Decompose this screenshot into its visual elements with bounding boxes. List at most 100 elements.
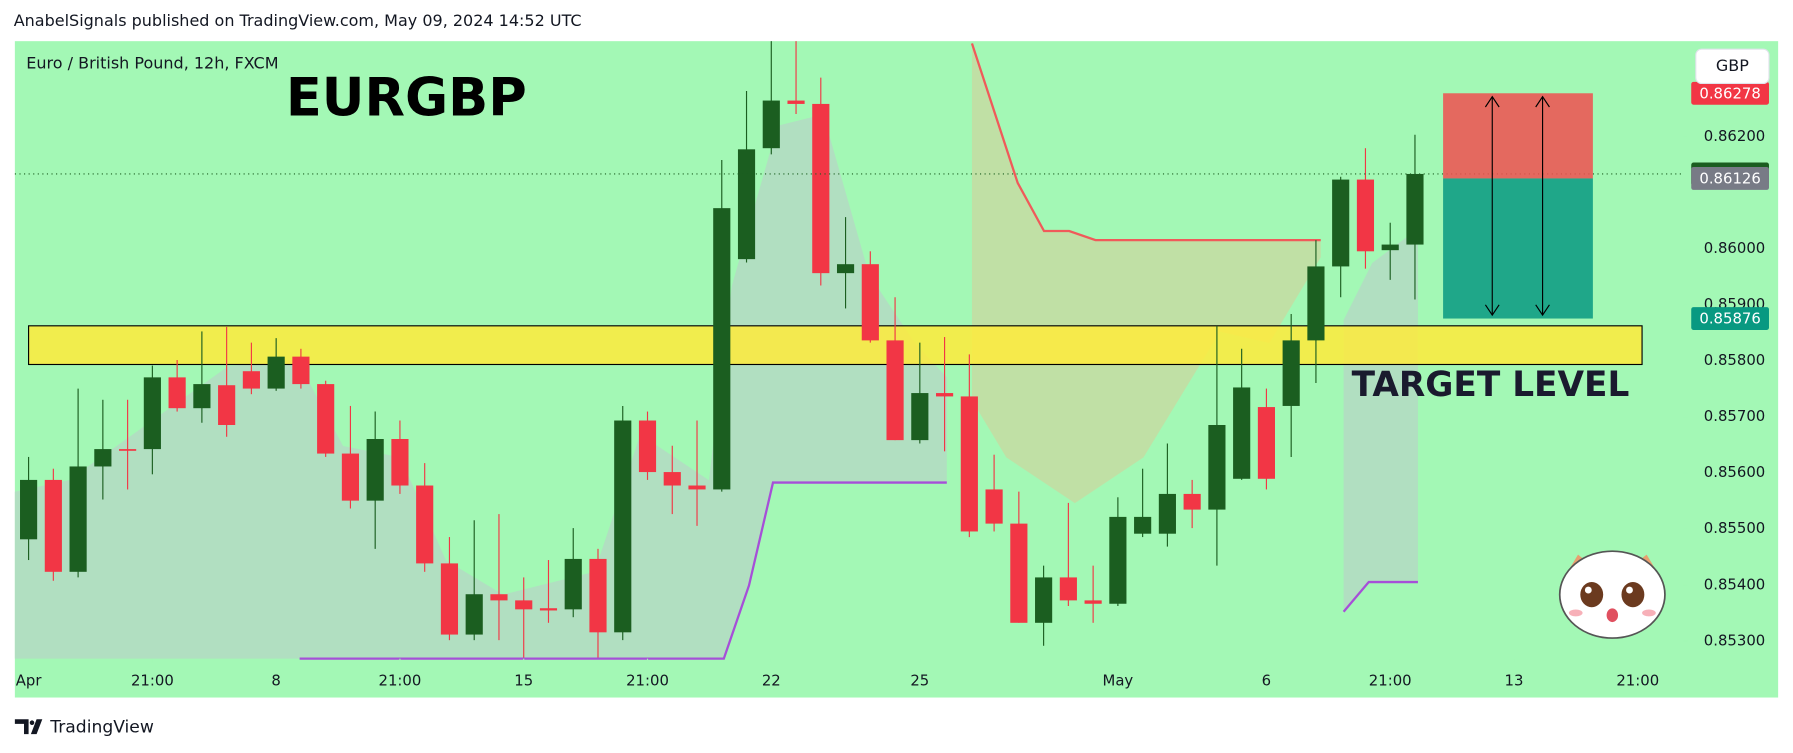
indicator-line — [299, 481, 947, 660]
candle-body — [1381, 244, 1399, 251]
cloud-area — [1343, 228, 1418, 612]
candle-body — [960, 396, 978, 532]
candle-body — [638, 420, 657, 473]
candle-body — [1109, 516, 1127, 604]
candle-body — [440, 563, 459, 635]
candle-body — [1084, 600, 1102, 604]
arrow-head — [1484, 304, 1500, 317]
annotation: TARGET LEVEL — [1352, 365, 1630, 405]
candle-body — [267, 356, 285, 389]
candle-body — [936, 393, 954, 397]
candle-body — [1208, 424, 1226, 510]
candle-body — [94, 449, 112, 467]
candle-body — [366, 439, 384, 501]
x-tick-label: 21:00 — [1369, 672, 1412, 690]
candle-body — [119, 449, 137, 451]
mascot — [1558, 550, 1666, 639]
y-tick-label: 0.86200 — [1704, 127, 1765, 145]
x-tick-label: 15 — [514, 672, 533, 690]
y-tick-label: 0.85300 — [1704, 631, 1765, 649]
currency-label[interactable]: GBP — [1716, 56, 1749, 75]
candle-body — [1010, 523, 1028, 623]
candle-body — [886, 340, 904, 441]
x-tick-label: 8 — [271, 672, 280, 690]
candle-body — [1183, 493, 1201, 510]
x-tick-label: 21:00 — [131, 672, 174, 690]
y-tick-label: 0.85800 — [1704, 351, 1765, 369]
x-tick-label: 21:00 — [1616, 672, 1659, 690]
price-tag — [1691, 167, 1769, 190]
candle-body — [539, 608, 558, 611]
x-tick-label: 21:00 — [626, 672, 669, 690]
y-tick-label: 0.85500 — [1704, 519, 1765, 537]
candle-body — [713, 208, 731, 490]
candle-body — [515, 600, 533, 610]
symbol-label: Euro / British Pound, 12h, FXCM — [26, 54, 278, 73]
candle-body — [1158, 493, 1176, 534]
candle-body — [69, 466, 87, 572]
candle-body — [614, 420, 632, 633]
candles — [14, 41, 1684, 658]
y-tick-label: 0.85700 — [1704, 407, 1765, 425]
x-tick-label: Apr — [16, 672, 43, 690]
candle-body — [812, 103, 830, 274]
y-tick-label: 0.85400 — [1704, 575, 1765, 593]
x-tick-label: 21:00 — [379, 672, 422, 690]
currency-button[interactable] — [1695, 48, 1770, 85]
indicator-line — [1342, 580, 1418, 613]
x-tick-label: 6 — [1262, 672, 1271, 690]
candle-body — [20, 479, 38, 540]
candle-body — [292, 356, 310, 385]
y-tick-label: 0.85600 — [1704, 463, 1765, 481]
x-tick-label: May — [1103, 672, 1134, 690]
candle-body — [836, 264, 855, 274]
candle-body — [1059, 577, 1077, 601]
candle-body — [762, 100, 780, 149]
arrow-head — [1535, 304, 1550, 317]
candle-body — [737, 149, 756, 260]
candle-body — [861, 264, 879, 341]
arrow-head — [1484, 95, 1500, 108]
candle-body — [911, 393, 929, 441]
candle-body — [1332, 179, 1350, 267]
x-tick-label: 25 — [910, 672, 929, 690]
candle-body — [1035, 577, 1053, 623]
candle-body — [1134, 516, 1152, 534]
x-tick-label: 13 — [1505, 672, 1524, 690]
arrow-head — [1535, 95, 1550, 108]
candle-body — [787, 100, 805, 104]
price-tag — [1691, 81, 1769, 105]
price-tag-label: 0.86278 — [1699, 84, 1760, 102]
candle-body — [341, 453, 360, 501]
candle-body — [1356, 179, 1375, 252]
candle-body — [44, 479, 62, 572]
price-axis: 0.85300 0.85400 0.85500 0.85600 0.85700 0.858… — [16, 81, 1769, 690]
indicator-line — [970, 43, 1321, 242]
stop-area — [1443, 93, 1593, 179]
candle-body — [1406, 173, 1424, 245]
candle-body — [490, 594, 508, 601]
candle-body — [1233, 387, 1251, 479]
price-tag-label: 0.86126 — [1699, 170, 1760, 188]
candle-body — [1307, 266, 1325, 341]
candle-body — [564, 558, 582, 610]
candle-body — [1257, 407, 1275, 479]
price-tag-label: 0.85876 — [1699, 310, 1760, 328]
header: AnabelSignals published on TradingView.c… — [14, 11, 582, 30]
candle-body — [465, 594, 483, 635]
cloud-area — [971, 43, 1321, 504]
logo — [14, 719, 43, 735]
candle-body — [391, 439, 409, 486]
price-tag — [1691, 307, 1769, 330]
candle-body — [143, 377, 161, 450]
y-tick-label: 0.86000 — [1704, 239, 1765, 257]
candle-body — [317, 384, 335, 454]
cloud-area — [14, 114, 947, 659]
footer-brand: TradingView — [49, 717, 154, 737]
candle-body — [218, 385, 236, 425]
target-area — [1443, 178, 1593, 319]
candle-body — [168, 377, 186, 409]
position-tool — [1443, 93, 1593, 319]
